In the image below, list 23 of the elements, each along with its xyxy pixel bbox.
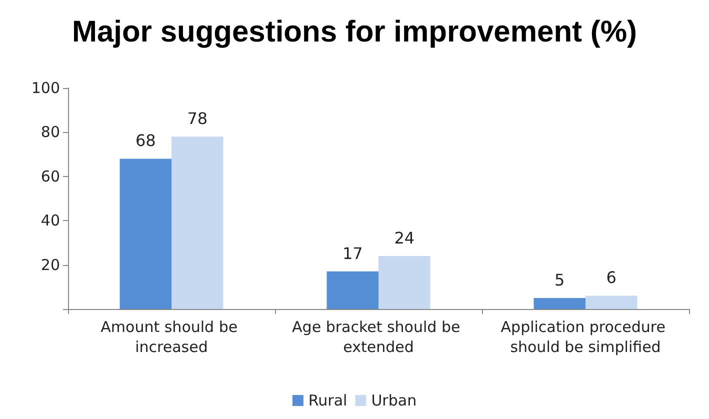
bar [534, 298, 586, 309]
bar [120, 158, 172, 309]
bar [586, 296, 638, 309]
x-tick-label: Application procedure should be simplified [500, 318, 670, 356]
chart-title: Major suggestions for improvement (%) [72, 16, 638, 48]
bar [378, 256, 430, 309]
y-tick-label: 80 [40, 123, 60, 142]
legend-label: Rural [308, 392, 348, 410]
x-tick-label: Age bracket should be extended [292, 318, 465, 356]
y-tick-label: 100 [31, 79, 60, 97]
data-label: 78 [187, 109, 208, 128]
data-label: 5 [554, 270, 565, 290]
data-label: 68 [135, 131, 156, 150]
x-tick-label: Amount should be increased [100, 318, 242, 356]
bar [172, 136, 224, 309]
y-tick-label: 60 [40, 167, 60, 186]
y-tick-label: 40 [40, 212, 60, 230]
data-label: 24 [394, 228, 415, 248]
y-tick-label: 20 [40, 256, 60, 274]
data-label: 6 [606, 268, 616, 288]
data-label: 17 [342, 244, 363, 263]
legend-label: Urban [371, 392, 417, 410]
bar [326, 271, 378, 309]
